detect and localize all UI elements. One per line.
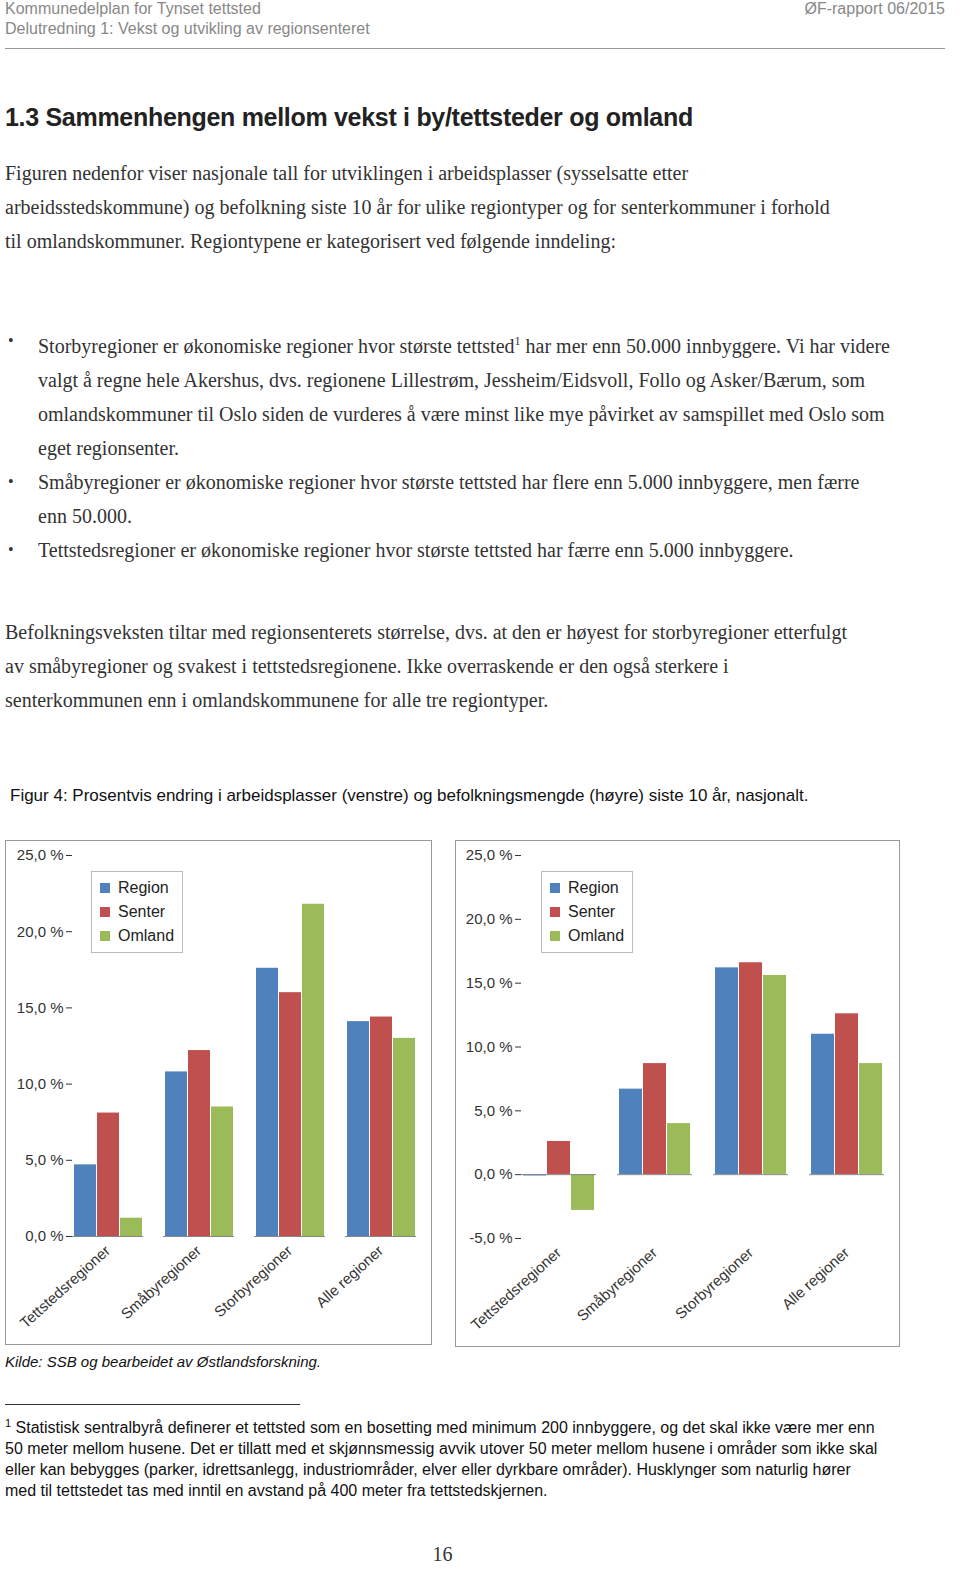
- html-text:1.3 Sammenhengen mellom vekst: 1.3 Sammenhengen mellom vekst i by/tetts…: [5, 103, 693, 131]
- html-text:Storbyregioner er økonomiske r: Storbyregioner er økonomiske regioner hv…: [38, 334, 890, 459]
- svg-text:10,0 %: 10,0 %: [17, 1075, 64, 1092]
- svg-text:Alle regioner: Alle regioner: [312, 1242, 386, 1311]
- html-text:Omland: Omland: [118, 927, 174, 944]
- svg-text:Småbyregioner: Småbyregioner: [573, 1244, 660, 1325]
- html-text:Figuren nedenfor viser nasjona: Figuren nedenfor viser nasjonale tall fo…: [5, 162, 830, 252]
- svg-text:Storbyregioner: Storbyregioner: [211, 1242, 295, 1320]
- svg-text:25,0 %: 25,0 %: [17, 846, 64, 863]
- svg-text:25,0 %: 25,0 %: [466, 846, 513, 863]
- svg-text:20,0 %: 20,0 %: [17, 923, 64, 940]
- svg-text:0,0 %: 0,0 %: [474, 1165, 512, 1182]
- svg-text:10,0 %: 10,0 %: [466, 1038, 513, 1055]
- html-text:Senter: Senter: [118, 903, 166, 920]
- html-text:Småbyregioner er økonomiske re: Småbyregioner er økonomiske regioner hvo…: [38, 470, 860, 527]
- html-text:Region: Region: [568, 879, 619, 896]
- html-text:Omland: Omland: [568, 927, 624, 944]
- svg-text:20,0 %: 20,0 %: [466, 910, 513, 927]
- svg-text:0,0 %: 0,0 %: [25, 1227, 63, 1244]
- svg-text:Tettstedsregioner: Tettstedsregioner: [16, 1242, 113, 1332]
- html-text:Kommunedelplan for Tynset tett: Kommunedelplan for Tynset tettsted: [5, 0, 261, 17]
- html-text:Befolkningsveksten tiltar med: Befolkningsveksten tiltar med regionsent…: [5, 621, 847, 711]
- html-text:Delutredning 1: Vekst og utvik: Delutredning 1: Vekst og utvikling av re…: [5, 20, 370, 37]
- html-text:Region: Region: [118, 879, 169, 896]
- svg-text:5,0 %: 5,0 %: [474, 1102, 512, 1119]
- svg-text:15,0 %: 15,0 %: [17, 999, 64, 1016]
- svg-text:-5,0 %: -5,0 %: [469, 1229, 512, 1246]
- svg-text:Storbyregioner: Storbyregioner: [672, 1244, 756, 1322]
- svg-text:Tettstedsregioner: Tettstedsregioner: [467, 1244, 564, 1334]
- html-text:Tettstedsregioner er økonomisk: Tettstedsregioner er økonomiske regioner…: [38, 538, 794, 561]
- svg-text:5,0 %: 5,0 %: [25, 1151, 63, 1168]
- svg-text:15,0 %: 15,0 %: [466, 974, 513, 991]
- html-text:ØF-rapport 06/2015: ØF-rapport 06/2015: [804, 0, 945, 17]
- html-text:Figur 4: Prosentvis endring i: Figur 4: Prosentvis endring i arbeidspla…: [10, 786, 809, 805]
- html-text:Senter: Senter: [568, 903, 616, 920]
- html-text:Kilde: SSB og bearbeidet av Øs: Kilde: SSB og bearbeidet av Østlandsfors…: [5, 1353, 321, 1370]
- html-text:1Statistisk sentralbyrå define: 1Statistisk sentralbyrå definerer et tet…: [5, 1417, 878, 1500]
- html-text:16: 16: [432, 1543, 453, 1565]
- svg-text:Alle regioner: Alle regioner: [778, 1244, 852, 1313]
- svg-text:Småbyregioner: Småbyregioner: [117, 1242, 204, 1323]
